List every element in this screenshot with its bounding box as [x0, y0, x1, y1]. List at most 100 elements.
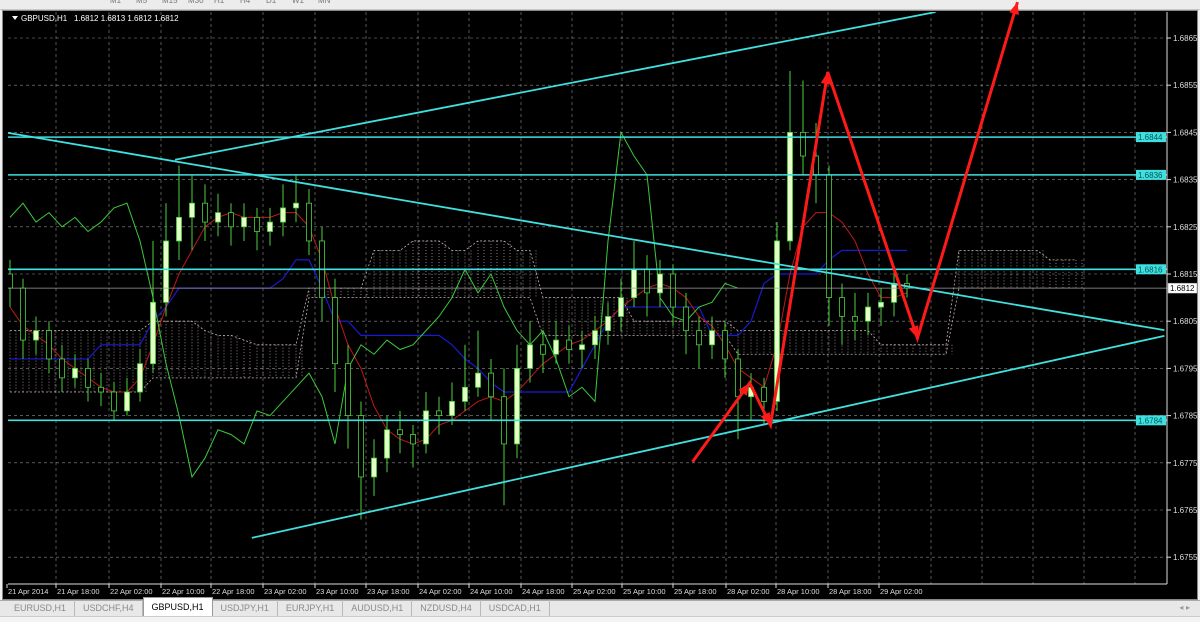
candle-bear — [683, 306, 689, 332]
candle-bull — [514, 367, 520, 445]
candle-bull — [449, 401, 455, 417]
chart-tab[interactable]: EURJPY,H1 — [278, 600, 344, 616]
chart-ohlc-label: 1.6812 1.6813 1.6812 1.6812 — [74, 14, 179, 23]
arrowhead-icon — [908, 325, 919, 339]
x-tick-label: 23 Apr 10:00 — [316, 587, 359, 596]
y-tick-label: 1.6775 — [1173, 459, 1198, 468]
candle-bear — [59, 358, 65, 379]
y-tick-label: 1.6855 — [1173, 81, 1198, 90]
chart-tabs: EURUSD,H1 USDCHF,H4 GBPUSD,H1 USDJPY,H1 EURJ… — [0, 597, 1200, 616]
chikou-line — [9, 130, 739, 479]
x-tick-label: 24 Apr 18:00 — [522, 587, 565, 596]
y-tick-label: 1.6865 — [1173, 34, 1198, 43]
candle-bear — [839, 297, 845, 317]
level-price-tag — [1136, 264, 1166, 275]
candle-bear — [98, 386, 104, 393]
plot-area — [8, 12, 1167, 584]
candle-bull — [267, 221, 273, 232]
x-tick-label: 28 Apr 10:00 — [777, 587, 820, 596]
level-price-tag — [1136, 132, 1166, 143]
candle-bull — [709, 330, 715, 346]
price-chart[interactable]: 1.6865 1.6855 1.6845 1.6835 1.6825 1.6815 1.68… — [0, 0, 1200, 600]
x-tick-label: 22 Apr 18:00 — [212, 587, 255, 596]
candle-bear — [8, 273, 13, 289]
candle-bear — [306, 202, 312, 242]
candle-bear — [696, 330, 702, 346]
candle-bear — [540, 344, 546, 355]
timeframe-button-m1[interactable]: M1 — [110, 0, 122, 5]
candle-bull — [878, 301, 884, 308]
kijun-line — [10, 249, 907, 393]
candle-bear — [644, 268, 650, 294]
candle-bear — [488, 372, 494, 398]
candle-bear — [254, 216, 260, 232]
timeframe-button-d1[interactable]: D1 — [266, 0, 277, 5]
candle-bear — [358, 415, 364, 478]
x-tick-label: 23 Apr 18:00 — [367, 587, 410, 596]
candle-bear — [722, 330, 728, 360]
y-tick-label: 1.6795 — [1173, 364, 1198, 373]
candle-bull — [371, 457, 377, 478]
candle-bull — [150, 301, 156, 365]
candle-bear — [228, 212, 234, 228]
candle-bull — [787, 131, 793, 242]
tenkan-line — [9, 212, 908, 445]
candle-bear — [670, 273, 676, 308]
timeframe-button-h4[interactable]: H4 — [240, 0, 251, 5]
candle-bull — [891, 283, 897, 303]
candle-bear — [20, 287, 26, 341]
y-tick-label: 1.6815 — [1173, 270, 1198, 279]
chart-tab[interactable]: AUDUSD,H1 — [343, 600, 413, 616]
toolbar: M1 M5 M15 M30 H1 H4 D1 W1 MN — [0, 0, 1200, 10]
candle-bear — [566, 339, 572, 350]
x-tick-label: 25 Apr 10:00 — [623, 587, 666, 596]
y-tick-label: 1.6825 — [1173, 223, 1198, 232]
level-price-label: 1.6784 — [1138, 416, 1163, 425]
timeframe-button-mn[interactable]: MN — [318, 0, 331, 5]
timeframe-button-m15[interactable]: M15 — [162, 0, 178, 5]
candle-bull — [241, 216, 247, 228]
candle-bull — [579, 344, 585, 350]
chart-tab[interactable]: USDJPY,H1 — [213, 600, 278, 616]
x-tick-label: 22 Apr 10:00 — [162, 587, 205, 596]
candle-bull — [280, 207, 286, 223]
timeframe-button-m5[interactable]: M5 — [136, 0, 148, 5]
candle-bull — [865, 306, 871, 322]
tab-scroll-arrows[interactable]: ◂ ▸ — [1179, 603, 1190, 612]
candle-bear — [397, 429, 403, 435]
level-price-tag — [1136, 169, 1166, 180]
trendline — [174, 12, 936, 161]
timeframe-button-m30[interactable]: M30 — [188, 0, 204, 5]
plot-layer — [8, 12, 1167, 584]
chart-tab[interactable]: GBPUSD,H1 — [142, 597, 213, 616]
candle-bull — [215, 212, 221, 223]
candle-bull — [774, 240, 780, 402]
candle-bear — [800, 131, 806, 157]
candle-bear — [410, 434, 416, 445]
arrowhead-icon — [820, 71, 831, 85]
candle-bull — [475, 372, 481, 388]
x-tick-label: 21 Apr 2014 — [8, 587, 48, 596]
cloud-span-a — [10, 240, 1076, 346]
candle-bull — [618, 297, 624, 317]
candle-bear — [826, 174, 832, 299]
candle-bull — [527, 344, 533, 369]
candle-bull — [137, 363, 143, 393]
candle-bull — [163, 240, 169, 303]
candle-bull — [553, 339, 559, 355]
x-tick-label: 23 Apr 02:00 — [264, 587, 307, 596]
chart-tab[interactable]: USDCAD,H1 — [481, 600, 550, 616]
y-tick-label: 1.6845 — [1173, 128, 1198, 137]
x-tick-label: 25 Apr 02:00 — [573, 587, 616, 596]
y-tick-label: 1.6805 — [1173, 317, 1198, 326]
candle-bull — [33, 330, 39, 341]
chart-tab[interactable]: EURUSD,H1 — [6, 600, 76, 616]
x-tick-label: 21 Apr 18:00 — [57, 587, 100, 596]
x-tick-label: 29 Apr 02:00 — [880, 587, 923, 596]
timeframe-button-h1[interactable]: H1 — [214, 0, 225, 5]
chart-tab[interactable]: USDCHF,H4 — [75, 600, 143, 616]
x-tick-label: 24 Apr 02:00 — [419, 587, 462, 596]
timeframe-button-w1[interactable]: W1 — [292, 0, 304, 5]
chart-tab[interactable]: NZDUSD,H4 — [412, 600, 481, 616]
x-tick-label: 24 Apr 10:00 — [470, 587, 513, 596]
